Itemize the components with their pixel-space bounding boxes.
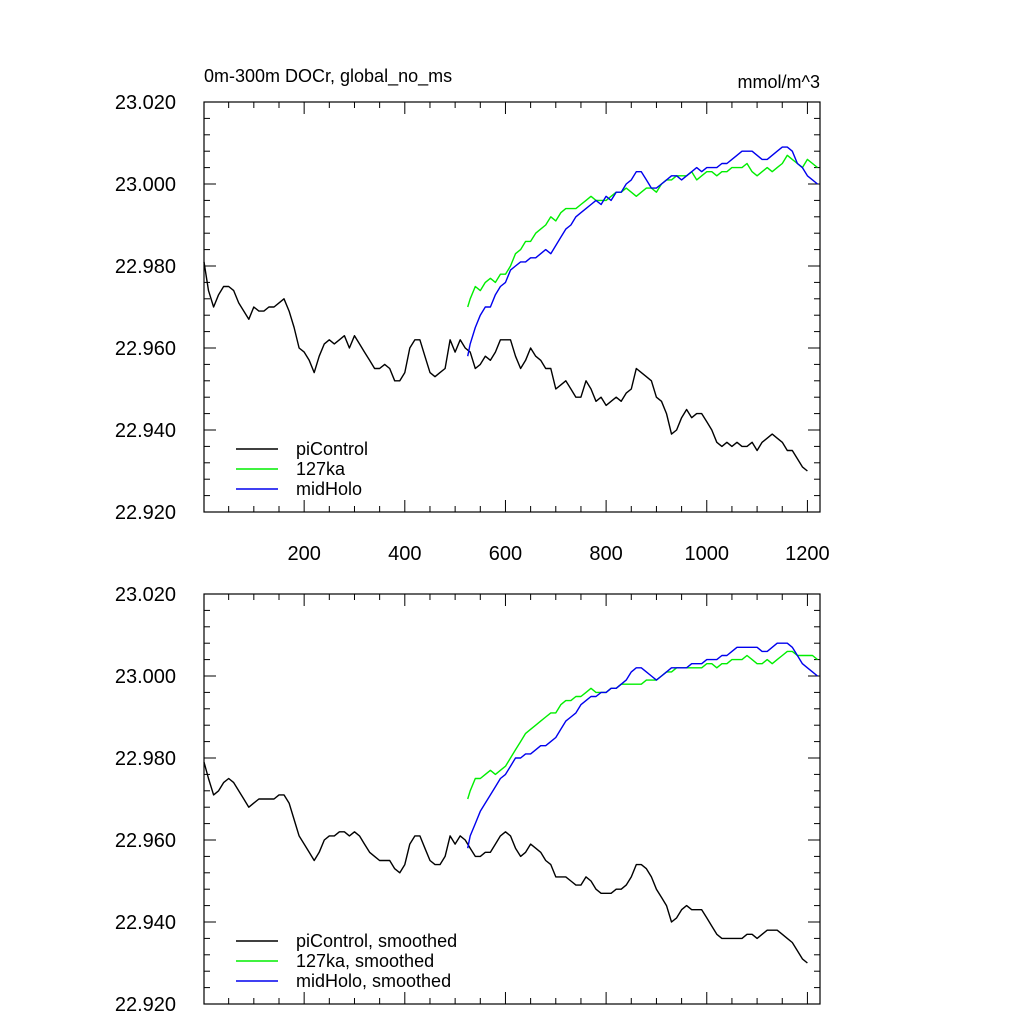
y-tick-label: 22.920 (115, 502, 176, 524)
ticks (204, 593, 820, 1005)
series-lines (203, 642, 818, 964)
plot-frame (203, 101, 821, 513)
x-tick-label: 1000 (685, 543, 730, 565)
y-tick-label: 22.920 (115, 994, 176, 1016)
series-lines (203, 146, 818, 472)
y-tick-label: 23.000 (115, 174, 176, 196)
legend-label: piControl, smoothed (296, 931, 457, 951)
legend-label: 127ka (296, 459, 346, 479)
panel-raw: 0m-300m DOCr, global_no_ms mmol/m^3 23.0… (115, 66, 830, 565)
legend-label: piControl (296, 439, 368, 459)
panel-smoothed: 23.020 23.000 22.980 22.960 22.940 22.920 piC… (115, 584, 821, 1016)
series-line-picontrol (203, 761, 808, 964)
y-tick-label: 23.000 (115, 666, 176, 688)
series-line-midholo (467, 642, 818, 849)
y-tick-label: 22.980 (115, 748, 176, 770)
y-tick-labels: 23.020 23.000 22.980 22.960 22.940 22.920 (115, 92, 176, 524)
x-tick-label: 600 (489, 543, 522, 565)
series-line-127ka (467, 650, 818, 800)
legend-label: midHolo, smoothed (296, 971, 451, 991)
y-tick-label: 22.980 (115, 256, 176, 278)
y-tick-labels: 23.020 23.000 22.980 22.960 22.940 22.920 (115, 584, 176, 1016)
series-line-127ka (467, 154, 818, 308)
x-tick-labels: 200 400 600 800 1000 1200 (287, 543, 829, 565)
units-label: mmol/m^3 (738, 72, 820, 92)
y-tick-label: 22.940 (115, 420, 176, 442)
y-tick-label: 23.020 (115, 584, 176, 606)
y-tick-label: 23.020 (115, 92, 176, 114)
x-tick-label: 1200 (785, 543, 830, 565)
legend-label: midHolo (296, 479, 362, 499)
y-tick-label: 22.960 (115, 830, 176, 852)
plot-frame (203, 593, 821, 1005)
y-tick-label: 22.960 (115, 338, 176, 360)
x-tick-label: 200 (287, 543, 320, 565)
y-tick-label: 22.940 (115, 912, 176, 934)
ticks (204, 101, 820, 513)
series-line-picontrol (203, 261, 808, 472)
legend-label: 127ka, smoothed (296, 951, 434, 971)
series-line-midholo (467, 146, 818, 357)
chart-title: 0m-300m DOCr, global_no_ms (204, 66, 452, 87)
x-tick-label: 800 (589, 543, 622, 565)
x-tick-label: 400 (388, 543, 421, 565)
